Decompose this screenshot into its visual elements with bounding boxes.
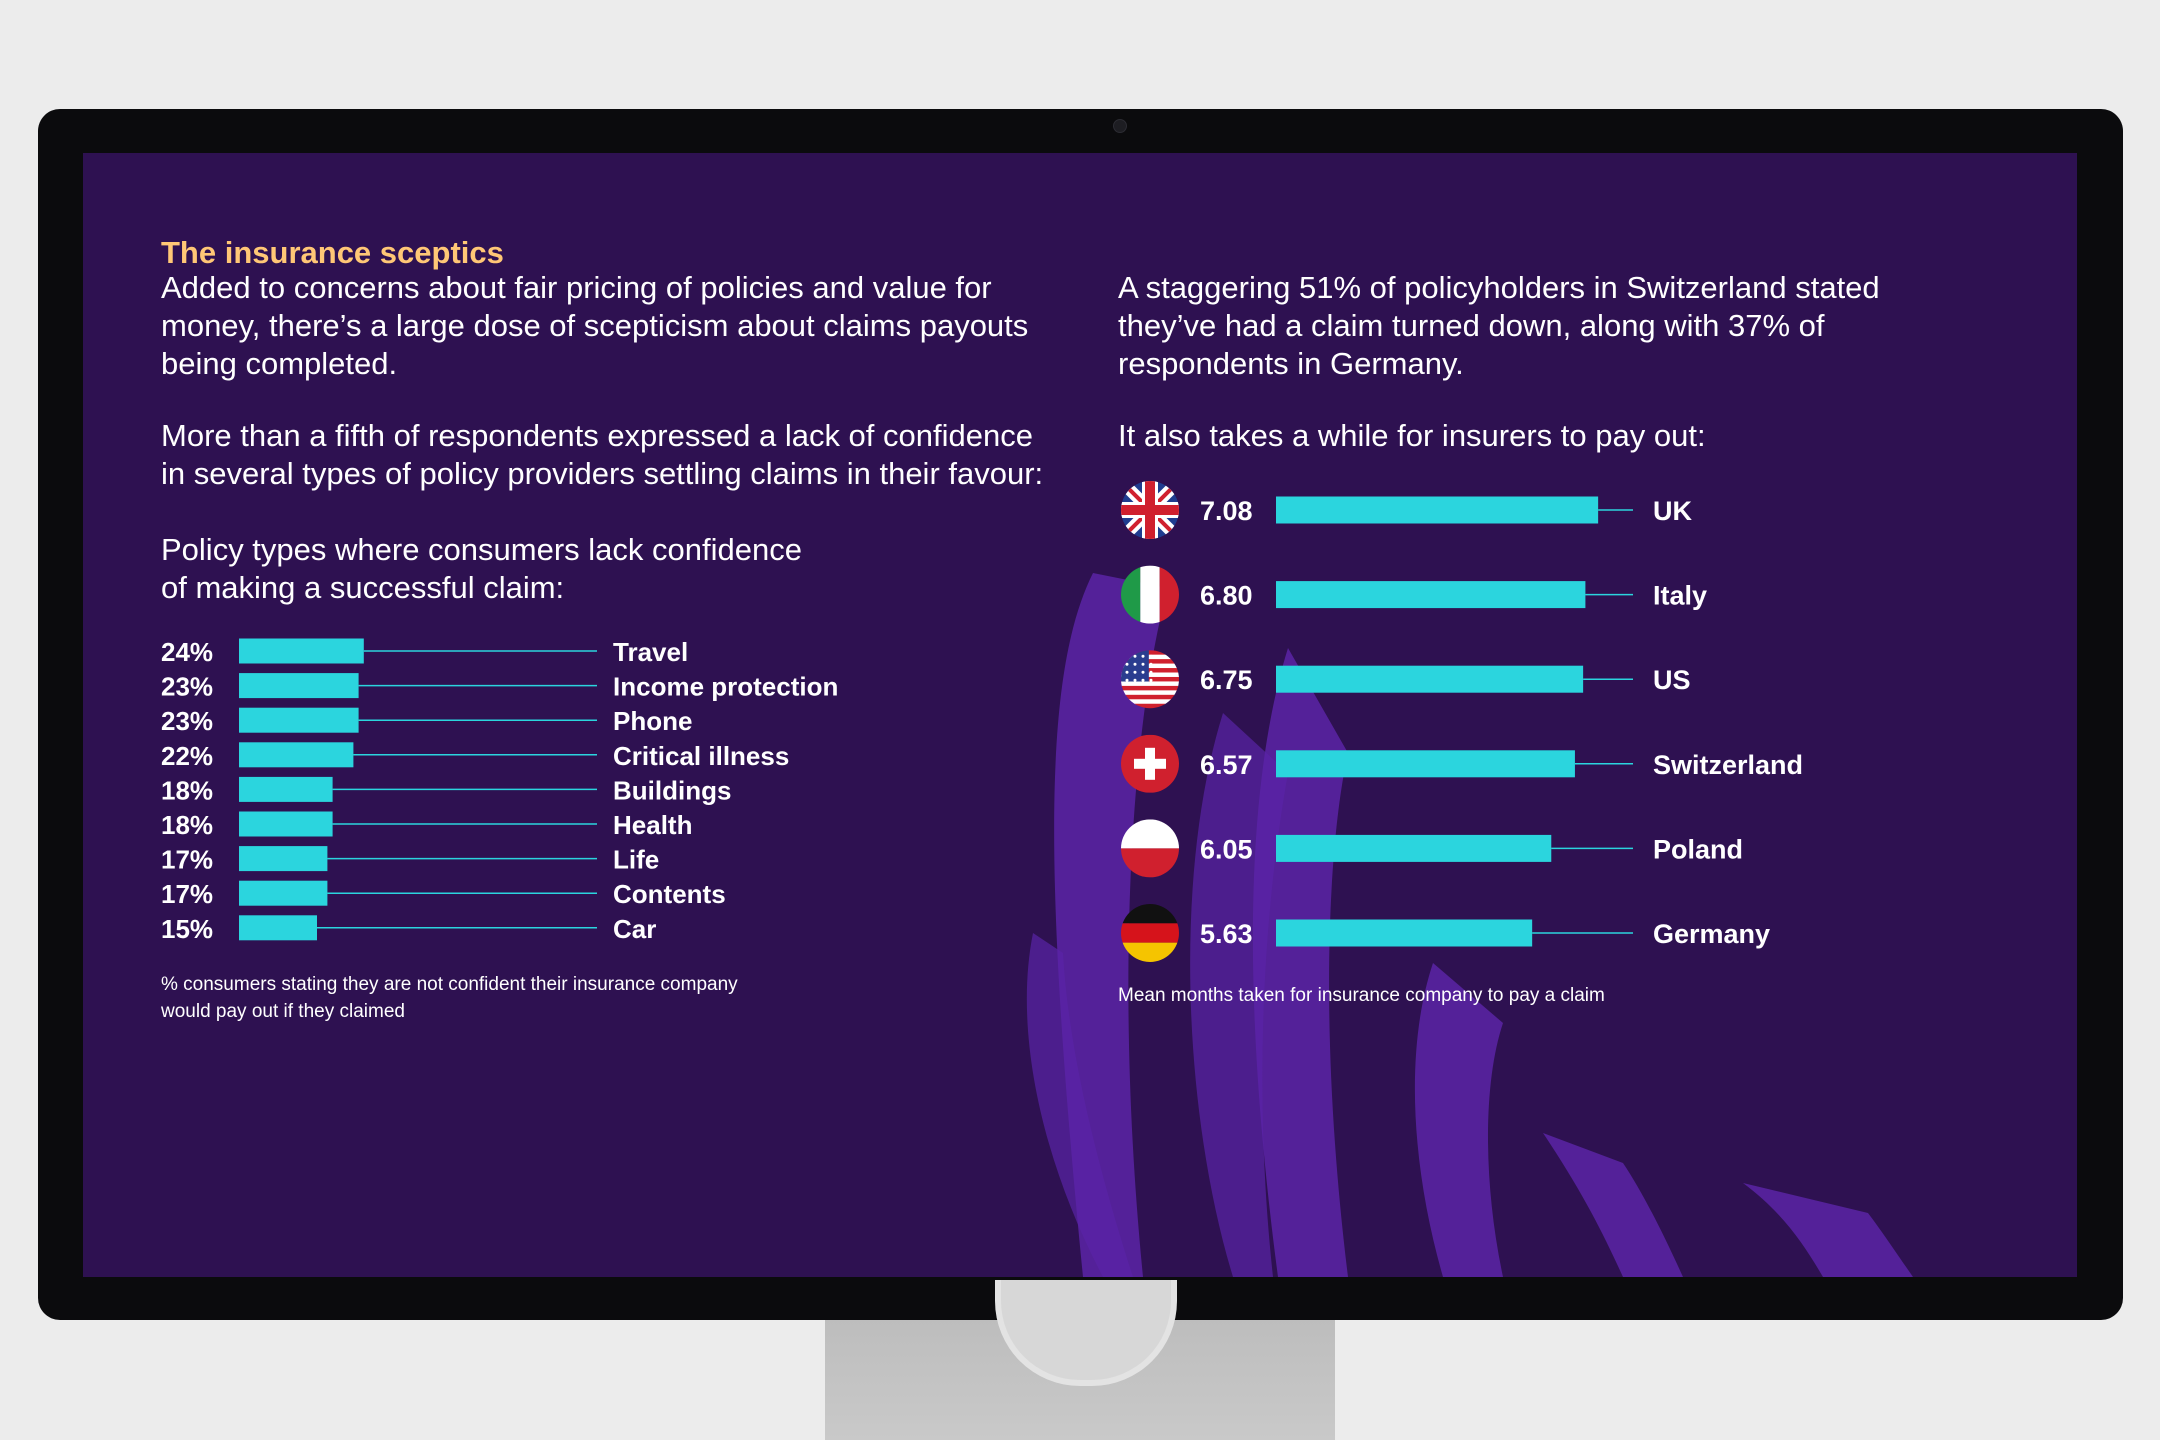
bar-italy xyxy=(1276,581,1586,609)
uk-flag-icon xyxy=(1121,481,1179,539)
country-label: UK xyxy=(1653,496,1692,526)
left-chart-title-line: of making a successful claim: xyxy=(161,570,565,605)
country-label: Italy xyxy=(1653,581,1707,611)
bar-health xyxy=(239,811,333,837)
right-chart-caption: Mean months taken for insurance company … xyxy=(1118,985,1605,1006)
value-label: 6.80 xyxy=(1200,581,1253,611)
category-label: Travel xyxy=(613,637,688,667)
right-intro-line: A staggering 51% of policyholders in Swi… xyxy=(1118,270,1880,305)
bar-travel xyxy=(239,638,364,664)
category-label: Buildings xyxy=(613,775,731,805)
camera-icon xyxy=(1113,119,1127,133)
left-second-line: More than a fifth of respondents express… xyxy=(161,418,1033,453)
bar-uk xyxy=(1276,496,1599,524)
bar-car xyxy=(239,915,317,941)
value-label: 23% xyxy=(161,672,213,702)
left-caption-line: would pay out if they claimed xyxy=(161,1001,405,1022)
value-label: 17% xyxy=(161,879,213,909)
page-heading: The insurance sceptics xyxy=(161,235,504,270)
bar-life xyxy=(239,846,328,872)
us-flag-icon xyxy=(1121,650,1179,709)
left-chart-title-line: Policy types where consumers lack confid… xyxy=(161,532,802,567)
bar-germany xyxy=(1276,919,1533,947)
left-second-line: in several types of policy providers set… xyxy=(161,456,1044,491)
category-label: Life xyxy=(613,845,659,875)
value-label: 6.57 xyxy=(1200,750,1253,780)
category-label: Health xyxy=(613,810,692,840)
value-label: 23% xyxy=(161,706,213,736)
left-intro-line: Added to concerns about fair pricing of … xyxy=(161,270,992,305)
category-label: Critical illness xyxy=(613,741,789,771)
background-ribbons xyxy=(1026,573,1913,1277)
country-label: Poland xyxy=(1653,834,1743,864)
value-label: 7.08 xyxy=(1200,496,1253,526)
switzerland-flag-icon xyxy=(1121,734,1179,793)
country-label: US xyxy=(1653,665,1691,695)
bar-switzerland xyxy=(1276,750,1575,778)
poland-flag-icon xyxy=(1121,819,1179,878)
left-chart-caption: % consumers stating they are not confide… xyxy=(161,971,738,1025)
stand-cutout xyxy=(995,1280,1177,1386)
bar-poland xyxy=(1276,834,1552,862)
category-label: Phone xyxy=(613,706,692,736)
value-label: 24% xyxy=(161,637,213,667)
bar-buildings xyxy=(239,776,333,802)
category-label: Car xyxy=(613,914,656,944)
payout-time-chart: 7.08 UK 6.80 Italy 6.75 US 6.57 Switzerland 6.05… xyxy=(1121,481,1803,962)
left-chart-title: Policy types where consumers lack confid… xyxy=(161,531,802,607)
value-label: 5.63 xyxy=(1200,919,1253,949)
bar-contents xyxy=(239,880,328,906)
value-label: 18% xyxy=(161,775,213,805)
category-label: Contents xyxy=(613,879,726,909)
value-label: 18% xyxy=(161,810,213,840)
left-caption-line: % consumers stating they are not confide… xyxy=(161,974,738,995)
bar-critical-illness xyxy=(239,742,354,768)
left-intro-line: money, there’s a large dose of scepticis… xyxy=(161,308,1029,343)
value-label: 22% xyxy=(161,741,213,771)
policy-confidence-chart: 24% Travel 23% Income protection 23% Phone 22%… xyxy=(161,637,838,944)
italy-flag-icon xyxy=(1121,565,1179,624)
value-label: 6.05 xyxy=(1200,834,1253,864)
left-intro-paragraph: Added to concerns about fair pricing of … xyxy=(161,269,1028,383)
bar-us xyxy=(1276,665,1584,693)
country-label: Germany xyxy=(1653,919,1770,949)
bar-income-protection xyxy=(239,673,359,699)
right-second-paragraph: It also takes a while for insurers to pa… xyxy=(1118,418,1706,453)
germany-flag-icon xyxy=(1121,904,1179,962)
right-intro-paragraph: A staggering 51% of policyholders in Swi… xyxy=(1118,269,1880,383)
country-label: Switzerland xyxy=(1653,750,1803,780)
monitor-stand xyxy=(825,1280,1335,1440)
left-second-paragraph: More than a fifth of respondents express… xyxy=(161,417,1043,493)
value-label: 17% xyxy=(161,845,213,875)
left-intro-line: being completed. xyxy=(161,346,398,381)
value-label: 15% xyxy=(161,914,213,944)
screen: The insurance sceptics Added to concerns… xyxy=(83,153,2077,1277)
right-intro-line: they’ve had a claim turned down, along w… xyxy=(1118,308,1825,343)
value-label: 6.75 xyxy=(1200,665,1253,695)
category-label: Income protection xyxy=(613,672,838,702)
right-intro-line: respondents in Germany. xyxy=(1118,346,1464,381)
bar-phone xyxy=(239,707,359,733)
